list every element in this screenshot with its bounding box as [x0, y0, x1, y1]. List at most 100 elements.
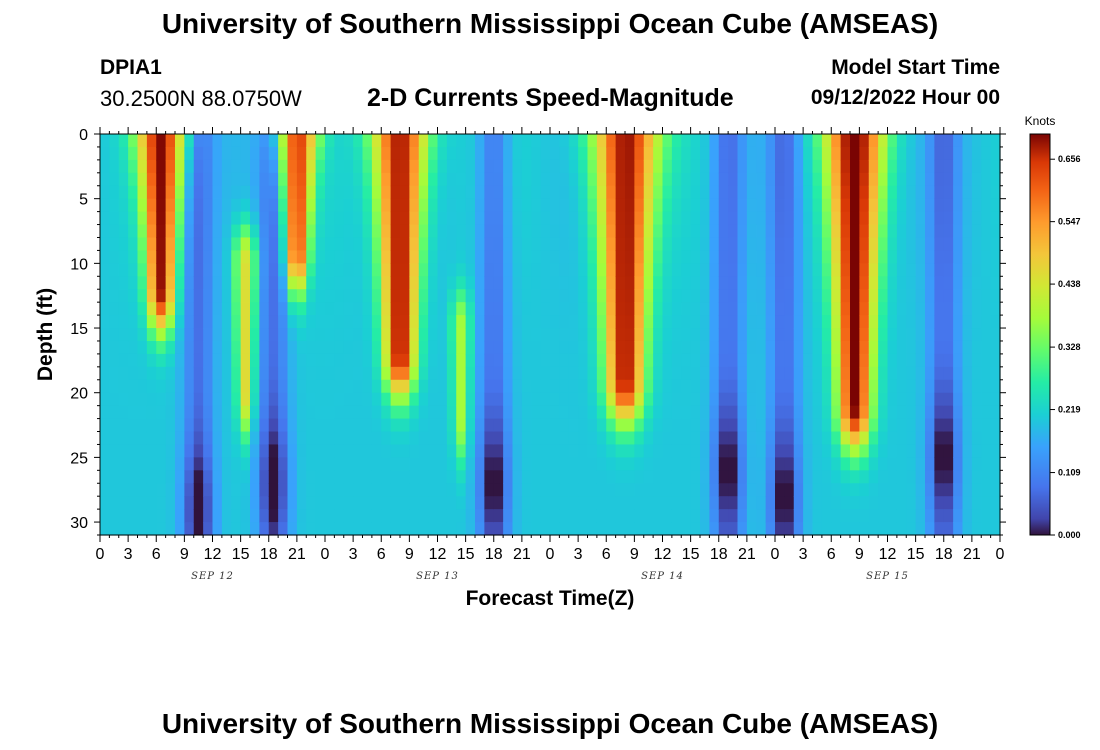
heatmap-cell [821, 379, 832, 394]
heatmap-cell [428, 457, 439, 471]
heatmap-cell [175, 392, 185, 407]
x-tick-label: 0 [771, 546, 780, 563]
heatmap-cell [503, 315, 514, 329]
heatmap-cell [662, 185, 673, 200]
heatmap-cell [596, 470, 607, 484]
heatmap-cell [156, 134, 167, 148]
heatmap-cell [587, 224, 598, 239]
heatmap-cell [840, 457, 851, 471]
heatmap-cell [765, 366, 776, 381]
heatmap-cell [278, 211, 289, 226]
heatmap-cell [118, 457, 129, 471]
heatmap-cell [334, 366, 345, 381]
heatmap-cell [390, 224, 401, 239]
heatmap-cell [840, 172, 851, 187]
heatmap-cell [700, 250, 710, 264]
heatmap-cell [831, 418, 842, 433]
heatmap-cell [962, 198, 973, 213]
heatmap-cell [250, 172, 260, 187]
heatmap-cell [831, 340, 842, 355]
heatmap-cell [746, 431, 757, 446]
heatmap-cell [775, 470, 785, 484]
heatmap-cell [606, 366, 617, 381]
heatmap-cell [812, 315, 823, 329]
heatmap-cell [718, 237, 729, 252]
heatmap-cell [728, 315, 739, 329]
heatmap-cell [193, 431, 204, 446]
heatmap-cell [521, 250, 532, 264]
heatmap-cell [531, 392, 542, 407]
heatmap-cell [925, 392, 935, 407]
heatmap-cell [109, 470, 120, 484]
heatmap-cell [943, 211, 954, 226]
heatmap-cell [221, 366, 232, 381]
heatmap-cell [662, 522, 673, 536]
heatmap-cell [690, 353, 701, 368]
heatmap-cell [634, 457, 645, 471]
heatmap-cell [868, 470, 879, 484]
heatmap-cell [568, 250, 579, 264]
heatmap-cell [446, 509, 457, 523]
heatmap-cell [878, 134, 889, 148]
heatmap-cell [390, 263, 401, 277]
heatmap-cell [746, 509, 757, 523]
heatmap-cell [100, 340, 110, 355]
heatmap-cell [315, 211, 326, 226]
heatmap-cell [765, 470, 776, 484]
heatmap-cell [465, 392, 476, 407]
heatmap-cell [362, 289, 373, 303]
heatmap-cell [625, 457, 635, 471]
heatmap-cell [943, 522, 954, 536]
heatmap-cell [962, 134, 973, 148]
heatmap-cell [943, 418, 954, 433]
heatmap-cell [887, 392, 898, 407]
heatmap-cell [850, 496, 860, 510]
heatmap-cell [343, 315, 354, 329]
heatmap-cell [925, 211, 935, 226]
heatmap-cell [278, 276, 289, 290]
heatmap-cell [990, 185, 1001, 200]
heatmap-cell [962, 302, 973, 316]
heatmap-cell [400, 224, 410, 239]
heatmap-cell [484, 146, 495, 161]
heatmap-cell [840, 418, 851, 433]
heatmap-cell [737, 405, 748, 420]
heatmap-cell [428, 146, 439, 161]
heatmap-cell [418, 224, 429, 239]
heatmap-cell [775, 134, 785, 148]
heatmap-cell [456, 418, 467, 433]
heatmap-cell [465, 496, 476, 510]
heatmap-cell [681, 211, 692, 226]
heatmap-cell [643, 289, 654, 303]
heatmap-cell [578, 353, 589, 368]
heatmap-cell [990, 146, 1001, 161]
heatmap-cell [334, 340, 345, 355]
heatmap-cell [306, 522, 317, 536]
heatmap-cell [146, 289, 157, 303]
heatmap-cell [568, 431, 579, 446]
heatmap-cell [400, 159, 410, 174]
heatmap-cell [981, 509, 992, 523]
heatmap-cell [137, 328, 148, 342]
heatmap-cell [203, 509, 214, 523]
heatmap-cell [596, 444, 607, 458]
heatmap-cell [428, 185, 439, 200]
heatmap-cell [409, 237, 420, 252]
heatmap-cell [906, 405, 917, 420]
heatmap-cell [184, 146, 195, 161]
heatmap-cell [840, 328, 851, 342]
heatmap-cell [418, 276, 429, 290]
heatmap-cell [221, 379, 232, 394]
heatmap-cell [109, 457, 120, 471]
heatmap-cell [165, 353, 176, 368]
x-tick-label: 0 [996, 546, 1005, 563]
heatmap-cell [203, 328, 214, 342]
heatmap-cell [175, 353, 185, 368]
heatmap-cell [250, 134, 260, 148]
heatmap-cell [381, 392, 392, 407]
heatmap-cell [596, 483, 607, 497]
heatmap-cell [165, 509, 176, 523]
heatmap-cell [221, 134, 232, 148]
heatmap-cell [362, 379, 373, 394]
heatmap-cell [325, 211, 335, 226]
